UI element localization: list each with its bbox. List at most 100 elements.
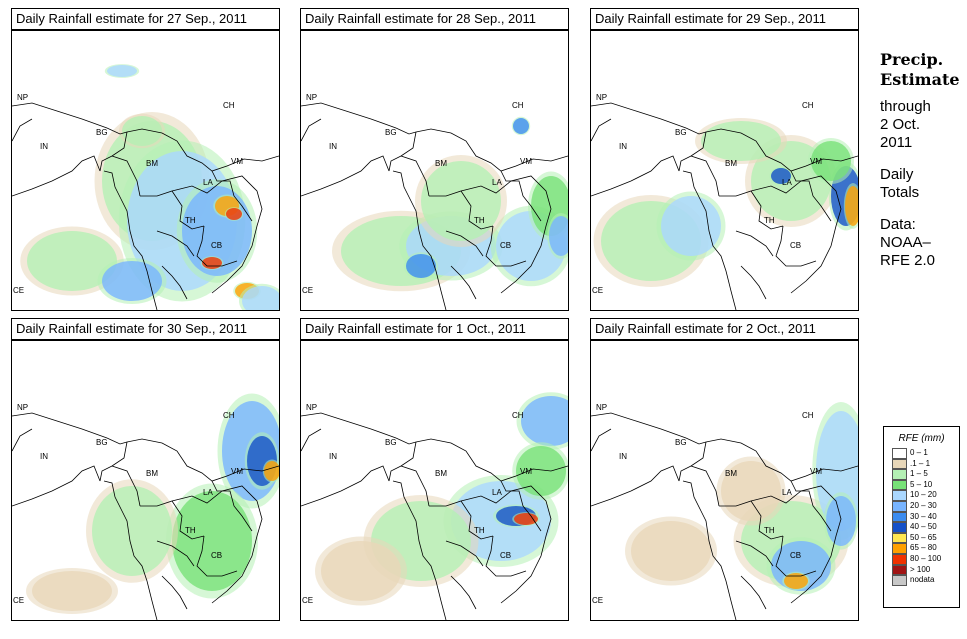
legend-label: 0 – 1: [910, 448, 928, 457]
country-borders: [591, 412, 858, 620]
country-labels: NP IN BG BM CH VM LA TH CB CE: [302, 93, 532, 295]
rainfall-map: NP IN BG BM CH VM LA TH CB CE: [300, 30, 569, 311]
border-line: [171, 175, 263, 294]
country-label-vm: VM: [810, 467, 822, 476]
country-labels: NP IN BG BM CH VM LA TH CB CE: [592, 403, 822, 605]
country-label-la: LA: [203, 178, 213, 187]
rainfall-field: [315, 392, 568, 606]
border-line: [750, 175, 842, 294]
legend-label: nodata: [910, 575, 935, 585]
border-line: [705, 438, 858, 482]
country-label-bg: BG: [96, 128, 108, 137]
country-label-cb: CB: [500, 551, 511, 560]
border-line: [392, 480, 447, 620]
border-line: [301, 412, 417, 445]
rain-cell: [202, 257, 222, 269]
rain-cell: [631, 521, 711, 581]
border-line: [705, 128, 858, 172]
country-label-bm: BM: [725, 159, 737, 168]
panel-title: Daily Rainfall estimate for 27 Sep., 201…: [11, 8, 280, 30]
country-label-bm: BM: [435, 469, 447, 478]
rain-cell: [421, 161, 501, 241]
legend-item: 65 – 80: [884, 543, 959, 554]
border-line: [591, 465, 680, 507]
caption-daily: Daily: [880, 166, 914, 183]
border-line: [156, 230, 195, 257]
border-line: [103, 170, 158, 310]
rainfall-field: [26, 393, 279, 614]
border-line: [126, 128, 279, 172]
border-line: [12, 412, 128, 445]
border-line: [12, 155, 101, 197]
legend-label: .1 – 1: [910, 458, 931, 468]
border-line: [591, 155, 680, 197]
border-line: [126, 438, 279, 482]
border-line: [301, 102, 417, 135]
rain-cell: [107, 65, 137, 77]
caption-data: Data:: [880, 216, 916, 233]
legend-label: 65 – 80: [910, 543, 937, 553]
side-caption: Precip. Estimate through 2 Oct. 2011 Dai…: [880, 50, 966, 270]
border-line: [500, 480, 542, 532]
border-line: [678, 441, 707, 482]
rain-cell: [514, 513, 538, 525]
border-line: [740, 575, 767, 610]
border-line: [211, 480, 253, 532]
legend-swatch: [892, 479, 907, 491]
border-line: [400, 465, 430, 507]
border-line: [740, 265, 767, 300]
legend-swatch: [892, 522, 907, 533]
country-label-ch: CH: [802, 101, 814, 110]
rain-cell: [516, 446, 566, 496]
rain-cell: [521, 396, 568, 446]
border-line: [111, 465, 141, 507]
legend-label: 1 – 5: [910, 469, 928, 479]
rain-cell: [661, 196, 721, 256]
border-line: [103, 480, 158, 620]
rain-cell: [27, 231, 117, 291]
rain-cell: [226, 208, 242, 220]
caption-source: NOAA–: [880, 234, 931, 251]
country-label-th: TH: [474, 526, 485, 535]
border-line: [429, 190, 494, 230]
country-labels: NP IN BG BM CH VM LA TH CB CE: [302, 403, 532, 605]
country-label-la: LA: [203, 488, 213, 497]
legend-item: > 100: [884, 564, 959, 576]
border-line: [161, 265, 188, 300]
country-label-np: NP: [17, 93, 28, 102]
country-label-ce: CE: [302, 596, 313, 605]
border-line: [775, 225, 817, 267]
border-line: [415, 128, 568, 172]
map-panel-28-sep: Daily Rainfall estimate for 28 Sep., 201…: [300, 8, 569, 311]
border-line: [682, 170, 737, 310]
country-label-th: TH: [474, 216, 485, 225]
legend-label: > 100: [910, 564, 931, 574]
caption-date: 2 Oct.: [880, 116, 921, 133]
border-line: [12, 118, 33, 142]
border-line: [775, 535, 817, 577]
country-label-in: IN: [40, 452, 48, 461]
border-line: [211, 170, 253, 222]
border-line: [460, 175, 552, 294]
border-line: [591, 412, 707, 445]
country-label-bm: BM: [435, 159, 447, 168]
rain-cell: [122, 116, 162, 146]
legend-label: 40 – 50: [910, 522, 937, 532]
country-label-ch: CH: [512, 101, 524, 110]
rain-cell: [406, 254, 436, 278]
country-label-bm: BM: [146, 159, 158, 168]
border-line: [392, 170, 447, 310]
country-label-ch: CH: [512, 411, 524, 420]
country-labels: NP IN BG BM CH VM LA TH CB CE: [13, 403, 243, 605]
country-label-ce: CE: [592, 596, 603, 605]
border-line: [301, 155, 390, 197]
legend-swatch: [892, 575, 907, 586]
border-line: [735, 230, 774, 257]
rainfall-field: [20, 64, 279, 310]
legend-item: 0 – 1: [884, 448, 959, 459]
legend-label: 10 – 20: [910, 490, 937, 500]
legend-item: 50 – 65: [884, 532, 959, 544]
border-line: [450, 265, 477, 300]
border-line: [485, 535, 527, 577]
country-label-ch: CH: [223, 411, 235, 420]
